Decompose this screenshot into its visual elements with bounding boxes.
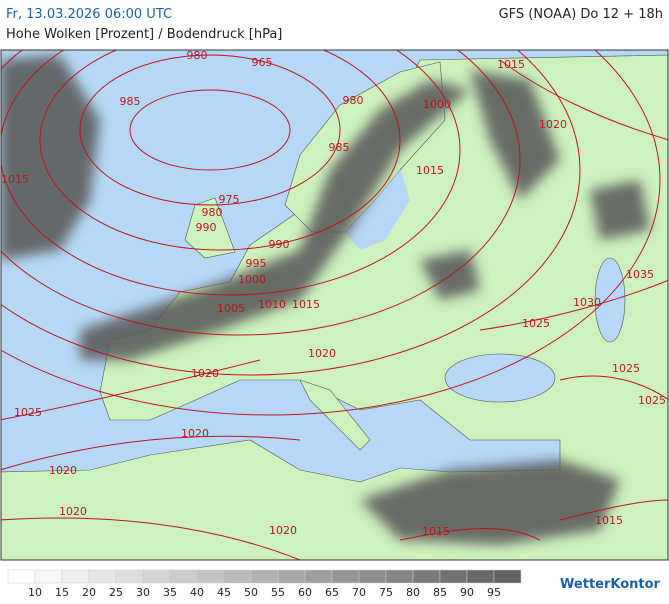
legend-swatch bbox=[358, 569, 387, 584]
isobar bbox=[499, 59, 668, 141]
legend-label: 55 bbox=[271, 586, 285, 599]
isobar-label: 1020 bbox=[59, 505, 87, 518]
legend-label: 10 bbox=[28, 586, 42, 599]
legend-label: 60 bbox=[298, 586, 312, 599]
legend-swatch bbox=[223, 569, 252, 584]
isobar bbox=[559, 375, 668, 400]
isobar bbox=[79, 54, 341, 206]
isobar bbox=[1, 50, 461, 296]
isobar bbox=[1, 517, 301, 560]
isobar-label: 1030 bbox=[573, 296, 601, 309]
legend-label: 45 bbox=[217, 586, 231, 599]
isobar-label: 990 bbox=[269, 238, 290, 251]
isobar bbox=[39, 50, 401, 251]
logo: WetterKontor bbox=[560, 577, 661, 592]
isobar-label: 1005 bbox=[217, 302, 245, 315]
isobar-label: 1020 bbox=[181, 427, 209, 440]
model: GFS (NOAA) Do 12 + 18h bbox=[499, 7, 663, 22]
isobar-label: 980 bbox=[343, 94, 364, 107]
legend-swatch bbox=[196, 569, 225, 584]
legend-label: 35 bbox=[163, 586, 177, 599]
isobar-label: 990 bbox=[196, 221, 217, 234]
legend-label: 70 bbox=[352, 586, 366, 599]
isobar bbox=[399, 528, 541, 541]
isobar bbox=[129, 89, 291, 171]
isobar-label: 975 bbox=[219, 193, 240, 206]
isobar-label: 980 bbox=[202, 206, 223, 219]
legend-label: 75 bbox=[379, 586, 393, 599]
legend-swatch bbox=[250, 569, 279, 584]
legend-label: 40 bbox=[190, 586, 204, 599]
isobar bbox=[1, 359, 261, 421]
legend-label: 20 bbox=[82, 586, 96, 599]
isobar-label: 1025 bbox=[612, 362, 640, 375]
isobar-label: 985 bbox=[120, 95, 141, 108]
isobar bbox=[1, 435, 301, 471]
isobar-label: 1020 bbox=[539, 118, 567, 131]
isobar-label: 1015 bbox=[416, 164, 444, 177]
isobar-label: 1015 bbox=[292, 298, 320, 311]
legend-label: 15 bbox=[55, 586, 69, 599]
isobar-label: 1020 bbox=[269, 524, 297, 537]
legend-swatch bbox=[439, 569, 468, 584]
legend-swatch bbox=[493, 569, 522, 584]
legend-label: 25 bbox=[109, 586, 123, 599]
isobar-label: 995 bbox=[246, 257, 267, 270]
legend-swatch bbox=[304, 569, 333, 584]
legend-swatch bbox=[385, 569, 414, 584]
isobar-label: 1035 bbox=[626, 268, 654, 281]
isobar-label: 980 bbox=[187, 49, 208, 62]
isobar-label: 1015 bbox=[595, 514, 623, 527]
datetime: Fr, 13.03.2026 06:00 UTC bbox=[6, 7, 172, 22]
legend-label: 90 bbox=[460, 586, 474, 599]
legend-swatch bbox=[412, 569, 441, 584]
isobar-label: 1020 bbox=[191, 367, 219, 380]
legend-swatch bbox=[142, 569, 171, 584]
isobar-label: 1025 bbox=[14, 406, 42, 419]
legend-swatch bbox=[115, 569, 144, 584]
legend-swatch bbox=[61, 569, 90, 584]
legend-swatch bbox=[277, 569, 306, 584]
legend-label: 95 bbox=[487, 586, 501, 599]
isobar-label: 1025 bbox=[522, 317, 550, 330]
legend-swatch bbox=[466, 569, 495, 584]
isobar-label: 985 bbox=[329, 141, 350, 154]
legend-label: 30 bbox=[136, 586, 150, 599]
isobar bbox=[1, 50, 661, 416]
legend-swatch bbox=[88, 569, 117, 584]
isobar bbox=[1, 50, 581, 376]
isobar-label: 1015 bbox=[1, 173, 29, 186]
isobar-label: 1010 bbox=[258, 298, 286, 311]
isobar-label: 1015 bbox=[422, 525, 450, 538]
legend-swatch bbox=[34, 569, 63, 584]
isobar bbox=[559, 499, 668, 521]
legend-label: 65 bbox=[325, 586, 339, 599]
legend-swatch bbox=[331, 569, 360, 584]
isobar-label: 1000 bbox=[238, 273, 266, 286]
isobar-label: 965 bbox=[252, 56, 273, 69]
legend-swatch bbox=[169, 569, 198, 584]
isobar-label: 1020 bbox=[308, 347, 336, 360]
isobar-label: 1020 bbox=[49, 464, 77, 477]
isobar-label: 1025 bbox=[638, 394, 666, 407]
map-title: Hohe Wolken [Prozent] / Bodendruck [hPa] bbox=[6, 27, 282, 42]
legend-label: 50 bbox=[244, 586, 258, 599]
isobar-label: 1015 bbox=[497, 58, 525, 71]
legend-swatch bbox=[7, 569, 36, 584]
legend-label: 80 bbox=[406, 586, 420, 599]
isobar-label: 1000 bbox=[423, 98, 451, 111]
legend-label: 85 bbox=[433, 586, 447, 599]
isobar bbox=[1, 50, 521, 336]
isobar bbox=[479, 279, 668, 331]
